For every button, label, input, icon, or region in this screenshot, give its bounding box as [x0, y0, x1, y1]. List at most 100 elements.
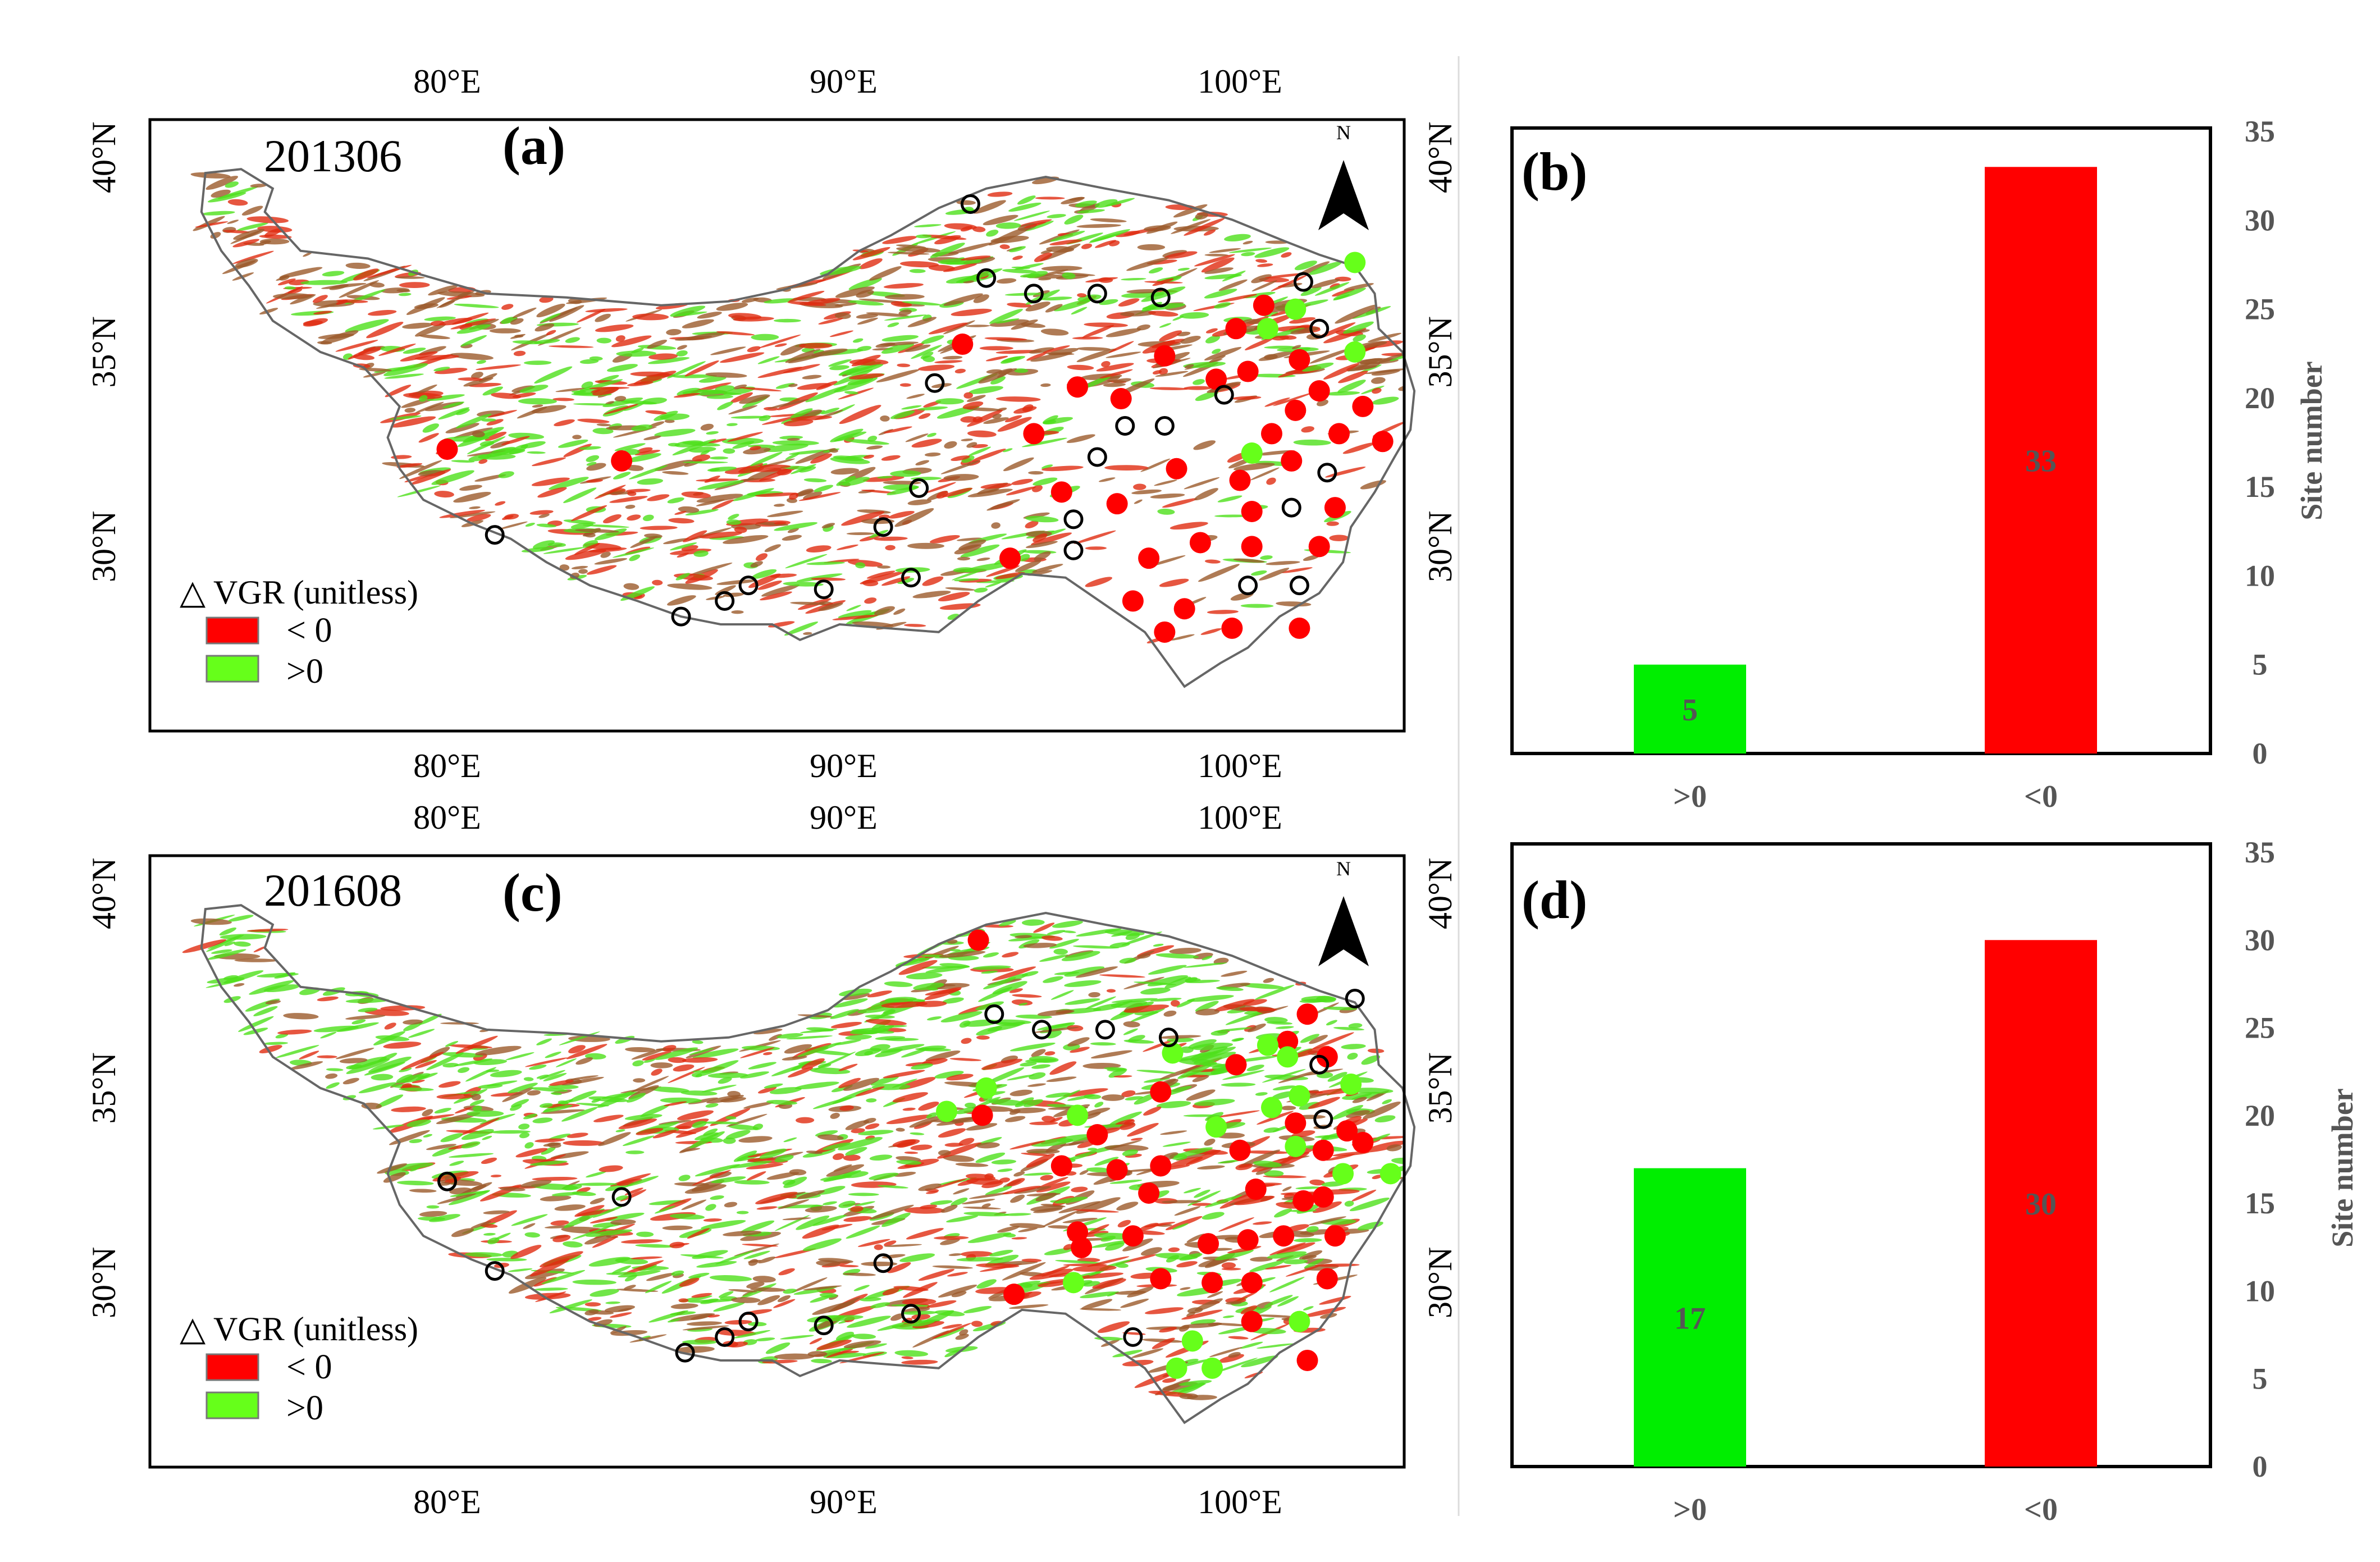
vgr-patch — [688, 1097, 718, 1104]
vgr-patch — [1036, 1181, 1071, 1193]
vgr-patch — [1255, 450, 1295, 456]
vgr-patch — [747, 346, 761, 353]
vgr-patch — [836, 1305, 876, 1318]
vgr-patch — [830, 1009, 859, 1019]
vgr-patch — [857, 346, 872, 351]
vgr-patch — [1166, 1255, 1180, 1263]
vgr-patch — [636, 1128, 664, 1135]
vgr-patch — [1144, 1307, 1184, 1314]
vgr-patch — [1332, 1105, 1364, 1120]
vgr-patch — [959, 1020, 971, 1028]
vgr-patch — [1341, 1044, 1366, 1049]
vgr-patch — [602, 514, 622, 524]
vgr-patch — [404, 408, 416, 413]
vgr-patch — [1090, 218, 1127, 223]
vgr-patch — [976, 1142, 1000, 1149]
site-no-change — [1032, 1020, 1052, 1040]
vgr-patch — [1371, 377, 1386, 384]
vgr-patch — [224, 942, 235, 947]
vgr-patch — [397, 485, 441, 497]
vgr-patch — [966, 395, 986, 402]
vgr-patch — [890, 1313, 905, 1321]
vgr-patch — [989, 1099, 1025, 1106]
vgr-patch — [428, 1214, 461, 1222]
vgr-patch — [677, 552, 689, 558]
site-negative — [1316, 1268, 1338, 1290]
vgr-patch — [961, 1251, 993, 1257]
lat-ticks-left-c: 40°N35°N30°N — [85, 858, 122, 1318]
vgr-patch — [578, 569, 588, 574]
vgr-patch — [728, 1124, 759, 1130]
vgr-patch — [1249, 1260, 1285, 1272]
vgr-patch — [460, 335, 487, 346]
vgr-patch — [1009, 988, 1023, 993]
vgr-patch — [1186, 1089, 1216, 1101]
vgr-patch — [222, 260, 256, 275]
vgr-patch — [783, 364, 820, 373]
vgr-patch — [485, 431, 507, 441]
vgr-patch — [1126, 257, 1169, 271]
vgr-patch — [1029, 1268, 1073, 1280]
vgr-patch — [1294, 1238, 1322, 1243]
vgr-patch — [1180, 1046, 1194, 1053]
vgr-patch — [1251, 570, 1267, 576]
vgr-patch — [589, 386, 630, 390]
vgr-patch — [734, 526, 747, 533]
vgr-patch — [1221, 1262, 1236, 1269]
vgr-patch — [885, 545, 896, 551]
vgr-patch — [1351, 1093, 1372, 1100]
site-positive — [1332, 1163, 1354, 1185]
site-negative — [1245, 1179, 1267, 1200]
vgr-patch — [631, 424, 653, 431]
lon-ticks-top-c: 80°E 90°E 100°E — [413, 799, 1282, 836]
vgr-patch — [604, 404, 638, 415]
vgr-patch — [664, 1101, 687, 1107]
vgr-patch — [1056, 1134, 1096, 1143]
vgr-patch — [1309, 1035, 1328, 1044]
vgr-patch — [525, 1057, 568, 1067]
vgr-patch — [520, 1180, 552, 1188]
vgr-patch — [680, 1090, 718, 1096]
vgr-patch — [1148, 310, 1178, 317]
vgr-patch — [445, 1041, 459, 1047]
vgr-patch — [960, 226, 973, 232]
vgr-patch — [450, 353, 494, 360]
vgr-patch — [660, 413, 690, 421]
vgr-patch — [1044, 1051, 1056, 1056]
vgr-patch — [669, 1241, 685, 1249]
site-negative — [1273, 1225, 1295, 1247]
vgr-patch — [515, 1148, 548, 1158]
vgr-patch — [647, 494, 670, 501]
vgr-patch — [1028, 471, 1044, 475]
vgr-patch — [901, 1356, 913, 1359]
vgr-patch — [584, 1302, 601, 1307]
vgr-patch — [1177, 267, 1190, 271]
vgr-patch — [550, 1092, 562, 1095]
vgr-patch — [755, 1337, 775, 1341]
vgr-patch — [1086, 1224, 1109, 1235]
vgr-patch — [225, 181, 239, 188]
date-label-c: 201608 — [264, 865, 402, 916]
north-arrow-right-half-c — [1344, 896, 1369, 966]
vgr-patch — [843, 1077, 880, 1091]
vgr-patch — [1026, 1153, 1055, 1168]
vgr-patch — [502, 1087, 534, 1102]
vgr-patch — [981, 970, 998, 974]
vgr-patch — [990, 376, 1006, 385]
plateau-outline-a — [200, 168, 1416, 688]
vgr-patch — [892, 1139, 920, 1148]
vgr-patch — [901, 405, 922, 410]
bar — [1634, 664, 1746, 753]
vgr-patch — [662, 1045, 677, 1052]
site-negative — [1166, 458, 1187, 479]
vgr-patch — [546, 330, 556, 336]
vgr-patch — [743, 1102, 774, 1109]
vgr-patch — [1213, 1358, 1258, 1373]
vgr-patch — [336, 1048, 374, 1059]
vgr-patch — [1007, 1178, 1025, 1187]
vgr-patch — [886, 1115, 933, 1125]
vgr-patch — [728, 514, 739, 520]
vgr-patch — [1180, 336, 1201, 344]
bar — [1985, 940, 2097, 1467]
vgr-patch — [1054, 971, 1080, 975]
